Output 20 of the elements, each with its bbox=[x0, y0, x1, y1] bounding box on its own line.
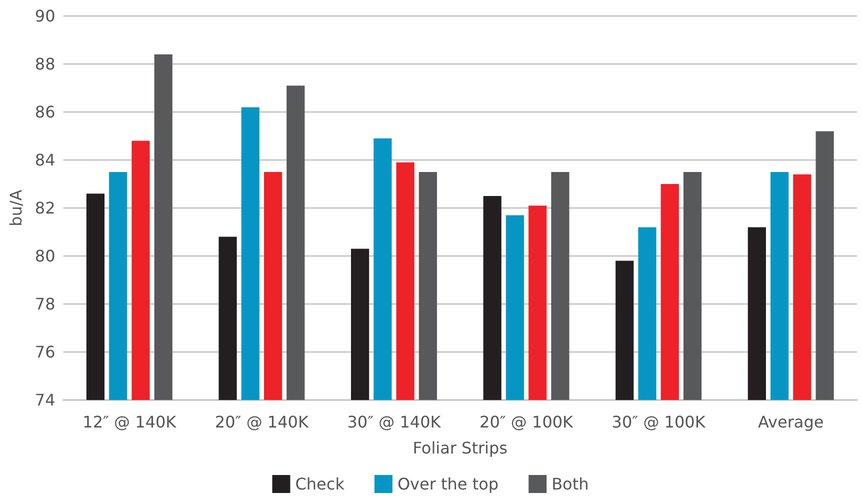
x-tick-label: 20″ @ 100K bbox=[480, 412, 574, 432]
y-tick-label: 84 bbox=[34, 150, 56, 170]
y-tick-label: 76 bbox=[34, 342, 56, 362]
y-tick-label: 88 bbox=[34, 54, 56, 74]
x-tick-label: 20″ @ 140K bbox=[214, 412, 309, 432]
x-tick-label: 12″ @ 140K bbox=[82, 412, 177, 432]
y-axis-title: bu/A bbox=[6, 190, 26, 226]
y-tick-label: 78 bbox=[34, 294, 56, 314]
y-tick-label: 86 bbox=[34, 102, 56, 122]
legend-label: Check bbox=[295, 474, 346, 494]
legend-label: Both bbox=[552, 474, 589, 494]
y-tick-label: 74 bbox=[34, 390, 56, 410]
legend-label: Over the top bbox=[397, 474, 499, 494]
x-axis-title: Foliar Strips bbox=[412, 438, 508, 458]
x-tick-label: Average bbox=[758, 412, 824, 432]
x-tick-label: 30″ @ 100K bbox=[612, 412, 706, 432]
y-tick-label: 90 bbox=[34, 6, 56, 26]
y-tick-label: 80 bbox=[34, 246, 56, 266]
x-tick-label: 30″ @ 140K bbox=[347, 412, 442, 432]
y-tick-label: 82 bbox=[34, 198, 56, 218]
